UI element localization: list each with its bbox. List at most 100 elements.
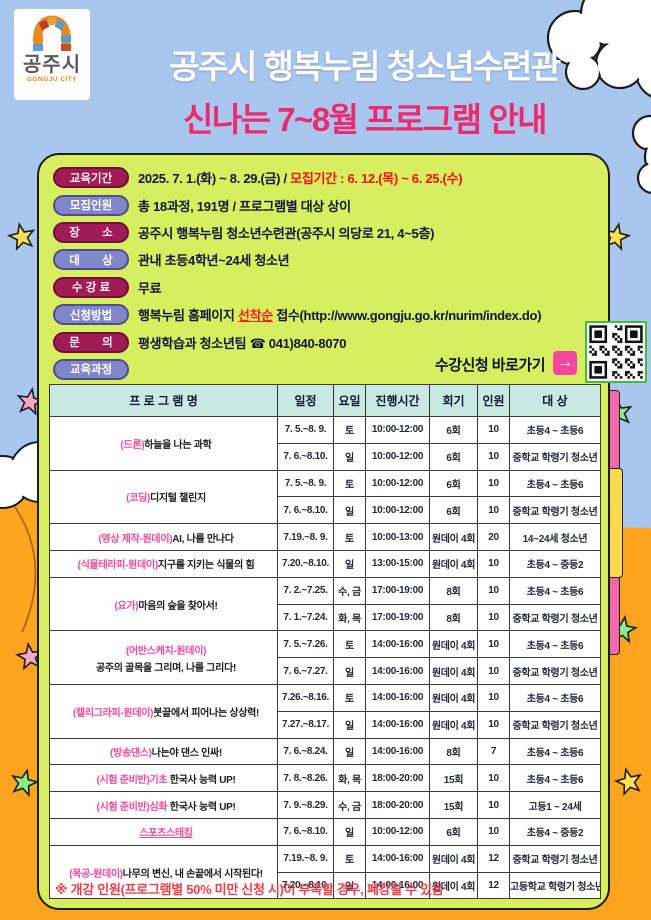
- program-name-cell: (어반스케치-원데이) 공주의 골목을 그리며, 나를 그리다!: [49, 630, 278, 685]
- program-name-pink: (코딩): [126, 493, 150, 505]
- day-cell: 일: [333, 442, 366, 471]
- capacity-cell: 12: [477, 844, 510, 873]
- apply-url-text[interactable]: 접수(http://www.gongju.go.kr/nurim/index.d…: [272, 308, 542, 324]
- capacity-cell: 10: [477, 710, 510, 739]
- sessions-cell: 원데이 4회: [429, 871, 478, 900]
- table-row: (어반스케치-원데이) 공주의 골목을 그리며, 나를 그리다! 7. 5.~7.2…: [49, 630, 601, 685]
- target-cell: 중학교 학령기 청소년: [509, 496, 601, 525]
- day-cell: 일: [333, 657, 366, 685]
- schedule-cell: 7. 6.~8.10.: [277, 442, 334, 471]
- info-row-fee: 수 강 료 무료: [53, 274, 596, 301]
- program-name-cell: (시험 준비반)심화 한국사 능력 UP!: [49, 791, 278, 819]
- program-name-black: AI, 나를 만나다: [172, 533, 234, 545]
- target-cell: 중학교 학령기 청소년: [509, 710, 601, 739]
- program-name-pink: (식물테라피-원데이): [77, 560, 159, 572]
- label-pill: 교육과정: [53, 358, 129, 380]
- capacity-cell: 10: [477, 764, 510, 793]
- table-row: (시험 준비반)기초 한국사 능력 UP! 7. 8.~8.26. 화, 목 18:0…: [49, 764, 601, 793]
- program-name-pink: (캘리그라피-원데이): [72, 707, 154, 719]
- day-cell: 일: [333, 496, 366, 525]
- header-schedule: 일정: [277, 384, 334, 417]
- time-cell: 14:00-16:00: [365, 710, 430, 739]
- target-cell: 14~24세 청소년: [509, 523, 601, 551]
- target-cell: 중학교 학령기 청소년: [509, 442, 601, 471]
- program-name-black: 지구를 지키는 식물의 힘: [157, 560, 255, 572]
- header-day: 요일: [333, 384, 366, 417]
- first-come-link[interactable]: 선착순: [237, 308, 273, 324]
- program-table: 프 로 그 램 명 일정 요일 진행시간 회기 인원 대 상 (드론)하늘을 나…: [49, 384, 601, 900]
- sessions-cell: 원데이 4회: [429, 630, 478, 659]
- target-cell: 중학교 학령기 청소년: [509, 844, 601, 873]
- target-cell: 고등1 ~ 24세: [509, 791, 601, 819]
- program-name-cell: (식물테라피-원데이)지구를 지키는 식물의 힘: [49, 549, 278, 578]
- program-name-black: 한국사 능력 UP!: [167, 801, 236, 813]
- program-name-black: 디지털 챌린지: [149, 493, 206, 505]
- program-name-cell: (방송댄스)나는야 댄스 인싸!: [49, 737, 278, 766]
- time-cell: 10:00-12:00: [365, 496, 430, 525]
- program-name-pink: (시험 준비반)기초: [96, 774, 168, 786]
- capacity-cell: 10: [477, 603, 510, 632]
- target-cell: 초등4 ~ 초등6: [509, 737, 601, 766]
- table-row: 7. 6.~8.10. 일 10:00-12:00 6회 10 중학교 학령기 청소년: [50, 442, 601, 471]
- location-value: 공주시 행복누림 청소년수련관(공주시 의당로 21, 4~5층): [138, 225, 435, 241]
- sessions-cell: 원데이 4회: [429, 844, 478, 873]
- day-cell: 토: [333, 469, 366, 498]
- info-list: 교육기간 2025. 7. 1.(화) ~ 8. 29.(금) / 모집기간 :…: [53, 164, 596, 383]
- time-cell: 18:00-20:00: [365, 791, 430, 819]
- logo-name: 공주시: [22, 54, 82, 76]
- sessions-cell: 6회: [429, 416, 478, 444]
- program-name-black: 나무의 변신, 내 손끝에서 시작된다!: [122, 868, 263, 880]
- target-cell: 중학교 학령기 청소년: [509, 657, 601, 685]
- target-cell: 초등4 ~ 초등6: [509, 683, 601, 712]
- recruit-period-text: 모집기간 : 6. 12.(목) ~ 6. 25.(수): [290, 171, 463, 187]
- header-time: 진행시간: [365, 384, 430, 417]
- target-cell: 초등4 ~ 초등6: [509, 764, 601, 793]
- table-row: 7. 6.~7.27. 일 14:00-16:00 원데이 4회 10 중학교 학령기 청…: [50, 657, 601, 685]
- program-name-cell: (시험 준비반)기초 한국사 능력 UP!: [49, 764, 278, 793]
- sessions-cell: 원데이 4회: [429, 549, 478, 578]
- cloud-top-right: [546, 0, 651, 194]
- day-cell: 일: [333, 549, 366, 578]
- program-name-pink: (요가): [114, 600, 139, 612]
- table-row: (식물테라피-원데이)지구를 지키는 식물의 힘 7.20.~8.10. 일 13:0…: [49, 549, 601, 578]
- program-name-line2: 공주의 골목을 그리며, 나를 그리다!: [95, 662, 237, 674]
- program-name-black: 마음의 숲을 찾아서!: [138, 600, 218, 612]
- program-name-pink: (방송댄스): [110, 747, 152, 759]
- table-row: 7.20.~8.10. 일 14:00-16:00 원데이 4회 12 고등학교 학령기 …: [50, 871, 601, 900]
- target-cell: 고등학교 학령기 청소년: [509, 871, 601, 900]
- target-cell: 초등4 ~ 초등6: [509, 576, 601, 605]
- day-cell: 수, 금: [333, 576, 366, 605]
- title-line1: 공주시 행복누림 청소년수련관: [169, 48, 561, 85]
- capacity-cell: 10: [477, 469, 510, 498]
- apply-method-value: 행복누림 홈페이지 선착순 접수(http://www.gongju.go.kr…: [138, 305, 542, 324]
- time-cell: 10:00-12:00: [365, 469, 430, 498]
- fee-value: 무료: [138, 280, 162, 296]
- program-name-pink: (목공-원데이): [69, 868, 123, 880]
- info-row-apply-method: 신청방법 행복누림 홈페이지 선착순 접수(http://www.gongju.…: [53, 301, 596, 328]
- footer-note: ※ 개강 인원(프로그램별 50% 미만 신청 시)이 부족할 경우, 폐강될 …: [55, 882, 444, 897]
- signup-arrow-button[interactable]: →: [553, 351, 577, 375]
- schedule-cell: 7. 2.~7.25.: [277, 576, 334, 605]
- schedule-cell: 7. 9.~8.29.: [277, 791, 334, 819]
- day-cell: 일: [333, 737, 366, 766]
- schedule-cell: 7.19.~8. 9.: [277, 844, 334, 873]
- schedule-cell: 7. 5.~8. 9.: [277, 416, 334, 444]
- day-cell: 일: [333, 710, 366, 739]
- header-target: 대 상: [509, 384, 601, 417]
- qr-code[interactable]: [585, 321, 647, 383]
- capacity-cell: 10: [477, 791, 510, 819]
- program-table-body: (드론)하늘을 나는 과학 7. 5.~8. 9. 토 10:00-12:00 6회 10…: [49, 416, 601, 900]
- time-cell: 14:00-16:00: [365, 657, 430, 685]
- contact-value: 평생학습과 청소년팀 ☎ 041)840-8070: [138, 335, 347, 351]
- target-value: 관내 초등4학년~24세 청소년: [138, 253, 290, 269]
- program-name-black: 나는야 댄스 인싸!: [151, 747, 223, 759]
- program-name-black: 붓끝에서 피어나는 상상력!: [153, 707, 260, 719]
- logo-subtitle: GONGJU CITY: [26, 76, 78, 83]
- sessions-cell: 6회: [429, 442, 478, 471]
- day-cell: 토: [333, 844, 366, 873]
- program-name-cell: (드론)하늘을 나는 과학: [49, 416, 278, 471]
- table-row: (드론)하늘을 나는 과학 7. 5.~8. 9. 토 10:00-12:00 6회 10…: [49, 416, 601, 471]
- schedule-cell: 7.27.~8.17.: [277, 710, 334, 739]
- schedule-cell: 7. 6.~7.27.: [277, 657, 334, 685]
